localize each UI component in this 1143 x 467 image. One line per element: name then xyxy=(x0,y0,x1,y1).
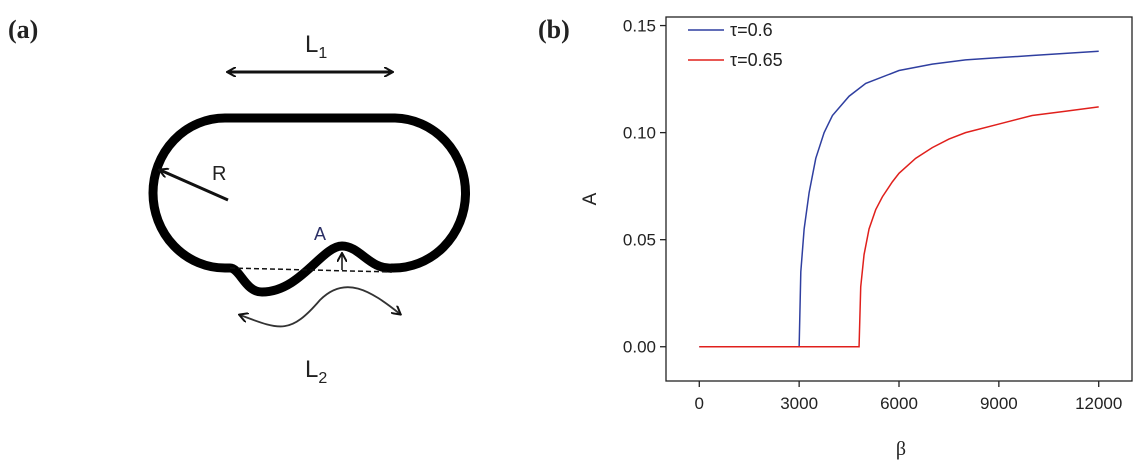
label: L1 xyxy=(305,31,327,62)
y-tick-label: 0.15 xyxy=(623,17,656,36)
panel-label: (b) xyxy=(538,15,570,44)
series-line xyxy=(699,50,1099,348)
plot-frame xyxy=(665,16,1133,382)
radius-arrow xyxy=(160,170,229,202)
x-tick-label: 3000 xyxy=(780,394,818,413)
label-subscript: 2 xyxy=(318,370,327,387)
series-line xyxy=(699,106,1099,348)
x-tick-label: 12000 xyxy=(1075,394,1122,413)
label-text: A xyxy=(314,224,326,244)
x-tick-label: 0 xyxy=(695,394,704,413)
baseline xyxy=(229,267,393,273)
x-tick-label: 6000 xyxy=(880,394,918,413)
wave-arrow xyxy=(240,286,400,328)
y-tick-label: 0.00 xyxy=(623,338,656,357)
y-axis-label: A xyxy=(580,192,601,205)
label-text: L xyxy=(305,31,318,58)
label: L2 xyxy=(305,356,327,387)
x-tick-label: 9000 xyxy=(980,394,1018,413)
label: A xyxy=(314,224,326,244)
legend-label: τ=0.6 xyxy=(730,20,773,40)
label-text: L xyxy=(305,356,318,383)
label-subscript: 1 xyxy=(318,45,327,62)
panel-label: (a) xyxy=(8,15,38,44)
label-text: R xyxy=(212,163,226,185)
shape xyxy=(148,113,470,297)
diagram xyxy=(148,72,470,328)
x-axis-label: β xyxy=(896,438,906,460)
legend-label: τ=0.65 xyxy=(730,50,783,70)
y-tick-label: 0.10 xyxy=(623,124,656,143)
label: R xyxy=(212,163,226,185)
y-tick-label: 0.05 xyxy=(623,231,656,250)
